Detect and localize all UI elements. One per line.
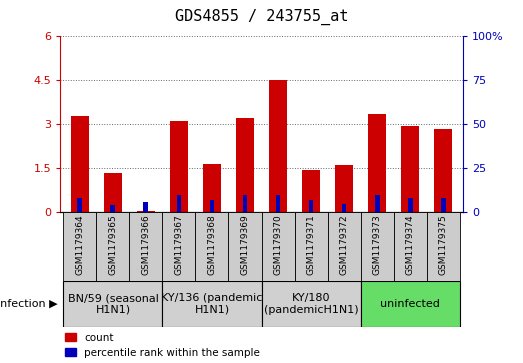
Text: GSM1179365: GSM1179365: [108, 215, 118, 275]
Text: GSM1179375: GSM1179375: [439, 215, 448, 275]
Bar: [269, 80, 287, 212]
FancyBboxPatch shape: [229, 212, 262, 281]
Bar: [137, 211, 155, 212]
Text: KY/136 (pandemic
H1N1): KY/136 (pandemic H1N1): [161, 293, 263, 315]
Text: GSM1179364: GSM1179364: [75, 215, 84, 275]
FancyBboxPatch shape: [262, 212, 294, 281]
FancyBboxPatch shape: [163, 212, 196, 281]
Bar: [407, 198, 413, 212]
Legend: count, percentile rank within the sample: count, percentile rank within the sample: [65, 333, 260, 358]
Text: GSM1179374: GSM1179374: [405, 215, 415, 275]
FancyBboxPatch shape: [294, 212, 327, 281]
Text: GSM1179368: GSM1179368: [208, 215, 217, 275]
Bar: [368, 114, 386, 212]
FancyBboxPatch shape: [130, 212, 163, 281]
FancyBboxPatch shape: [360, 281, 460, 327]
Bar: [374, 195, 380, 212]
Bar: [71, 115, 89, 212]
Text: infection ▶: infection ▶: [0, 299, 58, 309]
Bar: [440, 198, 446, 212]
FancyBboxPatch shape: [96, 212, 130, 281]
Text: BN/59 (seasonal
H1N1): BN/59 (seasonal H1N1): [67, 293, 158, 315]
Bar: [401, 126, 419, 212]
Bar: [236, 118, 254, 212]
FancyBboxPatch shape: [163, 281, 262, 327]
Bar: [203, 164, 221, 212]
Text: GSM1179371: GSM1179371: [306, 215, 315, 275]
Text: GSM1179370: GSM1179370: [274, 215, 282, 275]
FancyBboxPatch shape: [63, 212, 96, 281]
FancyBboxPatch shape: [262, 281, 360, 327]
Bar: [104, 173, 122, 212]
FancyBboxPatch shape: [196, 212, 229, 281]
Bar: [110, 205, 116, 212]
Bar: [143, 202, 149, 212]
FancyBboxPatch shape: [360, 212, 393, 281]
Text: GDS4855 / 243755_at: GDS4855 / 243755_at: [175, 9, 348, 25]
FancyBboxPatch shape: [63, 281, 163, 327]
Text: GSM1179367: GSM1179367: [175, 215, 184, 275]
Bar: [335, 166, 353, 212]
Text: GSM1179373: GSM1179373: [372, 215, 382, 275]
Bar: [342, 204, 347, 212]
Bar: [302, 170, 320, 212]
FancyBboxPatch shape: [393, 212, 427, 281]
Bar: [434, 129, 452, 212]
Bar: [210, 200, 214, 212]
Bar: [170, 121, 188, 212]
FancyBboxPatch shape: [327, 212, 360, 281]
Text: GSM1179366: GSM1179366: [141, 215, 151, 275]
Bar: [77, 198, 83, 212]
Text: GSM1179372: GSM1179372: [339, 215, 348, 275]
FancyBboxPatch shape: [427, 212, 460, 281]
Bar: [243, 195, 247, 212]
Text: GSM1179369: GSM1179369: [241, 215, 249, 275]
Bar: [309, 200, 313, 212]
Bar: [276, 195, 280, 212]
Text: uninfected: uninfected: [380, 299, 440, 309]
Bar: [176, 195, 181, 212]
Text: KY/180
(pandemicH1N1): KY/180 (pandemicH1N1): [264, 293, 358, 315]
